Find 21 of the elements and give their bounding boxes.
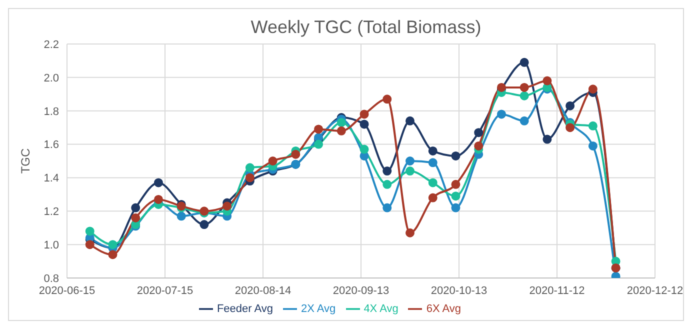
- x-tick-label: 2020-12-12: [626, 284, 684, 297]
- legend-label: 4X Avg: [364, 302, 398, 315]
- y-tick-label: 1.4: [44, 172, 59, 185]
- y-tick-label: 2.0: [44, 72, 59, 84]
- x-tick-label: 2020-08-14: [234, 284, 292, 297]
- y-tick-label: 2.2: [44, 38, 59, 51]
- legend-label: 6X Avg: [426, 302, 462, 315]
- x-tick-label: 2020-06-15: [38, 284, 96, 297]
- x-tick-label: 2020-11-12: [529, 284, 585, 297]
- y-tick-label: 1.2: [44, 206, 59, 218]
- chart-title: Weekly TGC (Total Biomass): [250, 16, 482, 38]
- x-tick-label: 2020-09-13: [332, 284, 390, 297]
- y-tick-label: 1.6: [44, 139, 59, 152]
- y-tick-label: 1.8: [44, 106, 59, 118]
- y-tick-label: 1.0: [44, 239, 59, 252]
- y-tick-label: 0.8: [44, 272, 59, 285]
- x-tick-label: 2020-10-13: [430, 284, 488, 297]
- x-tick-label: 2020-07-15: [136, 284, 194, 297]
- legend-label: Feeder Avg: [216, 302, 274, 315]
- legend-label: 2X Avg: [301, 302, 336, 315]
- y-axis-title: TGC: [18, 148, 32, 174]
